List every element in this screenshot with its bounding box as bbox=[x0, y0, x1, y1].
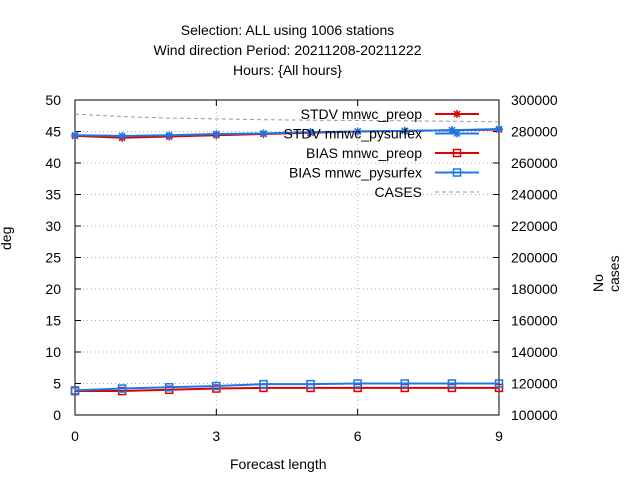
data-point-stdv-mnwc-pysurfex bbox=[259, 129, 268, 138]
data-point-bias-mnwc-pysurfex bbox=[306, 379, 315, 389]
legend-label-stdv-mnwc-preop: STDV mnwc_preop bbox=[301, 106, 423, 122]
y2-tick-label: 140000 bbox=[511, 344, 558, 360]
y-tick-label: 35 bbox=[45, 187, 61, 203]
x-tick-label: 9 bbox=[495, 428, 503, 444]
legend-label-stdv-mnwc-pysurfex: STDV mnwc_pysurfex bbox=[284, 126, 422, 142]
y-tick-label: 0 bbox=[53, 407, 61, 423]
x-axis-label: Forecast length bbox=[230, 456, 327, 472]
y-tick-label: 45 bbox=[45, 124, 61, 140]
y2-tick-label: 120000 bbox=[511, 376, 558, 392]
data-point-stdv-mnwc-pysurfex bbox=[353, 127, 362, 136]
y2-tick-label: 180000 bbox=[511, 281, 558, 297]
y-tick-label: 15 bbox=[45, 313, 61, 329]
data-point-bias-mnwc-pysurfex bbox=[353, 379, 362, 388]
x-tick-label: 3 bbox=[212, 428, 220, 444]
data-point-bias-mnwc-pysurfex bbox=[117, 384, 127, 393]
y-axis-label: deg bbox=[0, 226, 14, 250]
data-point-bias-mnwc-pysurfex bbox=[259, 379, 268, 389]
y2-tick-label: 100000 bbox=[511, 407, 558, 423]
data-point-stdv-mnwc-pysurfex bbox=[495, 124, 503, 133]
data-point-stdv-mnwc-pysurfex bbox=[212, 130, 221, 139]
data-point-bias-mnwc-pysurfex bbox=[494, 379, 504, 388]
legend-marker-stdv-mnwc-preop bbox=[453, 110, 461, 118]
y2-tick-label: 160000 bbox=[511, 313, 558, 329]
legend-marker-bias-mnwc-pysurfex bbox=[452, 168, 462, 177]
data-point-stdv-mnwc-pysurfex bbox=[118, 131, 127, 140]
y2-axis-label: No cases bbox=[590, 255, 622, 292]
y-tick-label: 5 bbox=[53, 376, 61, 392]
x-tick-label: 0 bbox=[71, 428, 79, 444]
legend-label-cases: CASES bbox=[375, 184, 422, 200]
y-tick-label: 25 bbox=[45, 250, 61, 266]
data-point-stdv-mnwc-pysurfex bbox=[165, 131, 174, 140]
series-line-bias-mnwc-pysurfex bbox=[74, 382, 499, 392]
x-tick-label: 6 bbox=[354, 428, 362, 444]
y-tick-label: 10 bbox=[45, 344, 61, 360]
y2-tick-label: 200000 bbox=[511, 250, 558, 266]
data-point-bias-mnwc-pysurfex bbox=[70, 386, 80, 395]
legend-marker-stdv-mnwc-pysurfex bbox=[453, 129, 461, 138]
y-tick-label: 30 bbox=[45, 218, 61, 234]
y-tick-label: 20 bbox=[45, 281, 61, 297]
data-point-stdv-mnwc-pysurfex bbox=[306, 128, 315, 137]
data-point-bias-mnwc-pysurfex bbox=[400, 379, 410, 388]
y-tick-label: 40 bbox=[45, 155, 61, 171]
legend-label-bias-mnwc-preop: BIAS mnwc_preop bbox=[306, 145, 422, 161]
y2-tick-label: 280000 bbox=[511, 124, 558, 140]
data-point-bias-mnwc-pysurfex bbox=[212, 381, 221, 391]
chart-title-line-2: Wind direction Period: 20211208-20211222 bbox=[153, 42, 422, 58]
series-line-cases bbox=[74, 113, 500, 123]
series-line-stdv-mnwc-pysurfex bbox=[74, 127, 500, 137]
y2-tick-label: 220000 bbox=[511, 218, 558, 234]
y2-tick-label: 260000 bbox=[511, 155, 558, 171]
chart-title-line-1: Selection: ALL using 1006 stations bbox=[180, 22, 395, 38]
y2-tick-label: 240000 bbox=[511, 187, 558, 203]
data-point-stdv-mnwc-pysurfex bbox=[71, 131, 79, 140]
series-line-bias-mnwc-preop bbox=[75, 386, 499, 393]
chart-title-line-3: Hours: {All hours} bbox=[233, 62, 342, 78]
data-point-bias-mnwc-pysurfex bbox=[164, 383, 174, 392]
data-point-bias-mnwc-pysurfex bbox=[447, 379, 457, 388]
data-point-stdv-mnwc-pysurfex bbox=[400, 126, 409, 135]
y-tick-label: 50 bbox=[45, 92, 61, 108]
legend-marker-bias-mnwc-preop bbox=[452, 148, 462, 158]
y2-tick-label: 300000 bbox=[511, 92, 558, 108]
legend-label-bias-mnwc-pysurfex: BIAS mnwc_pysurfex bbox=[289, 165, 422, 181]
